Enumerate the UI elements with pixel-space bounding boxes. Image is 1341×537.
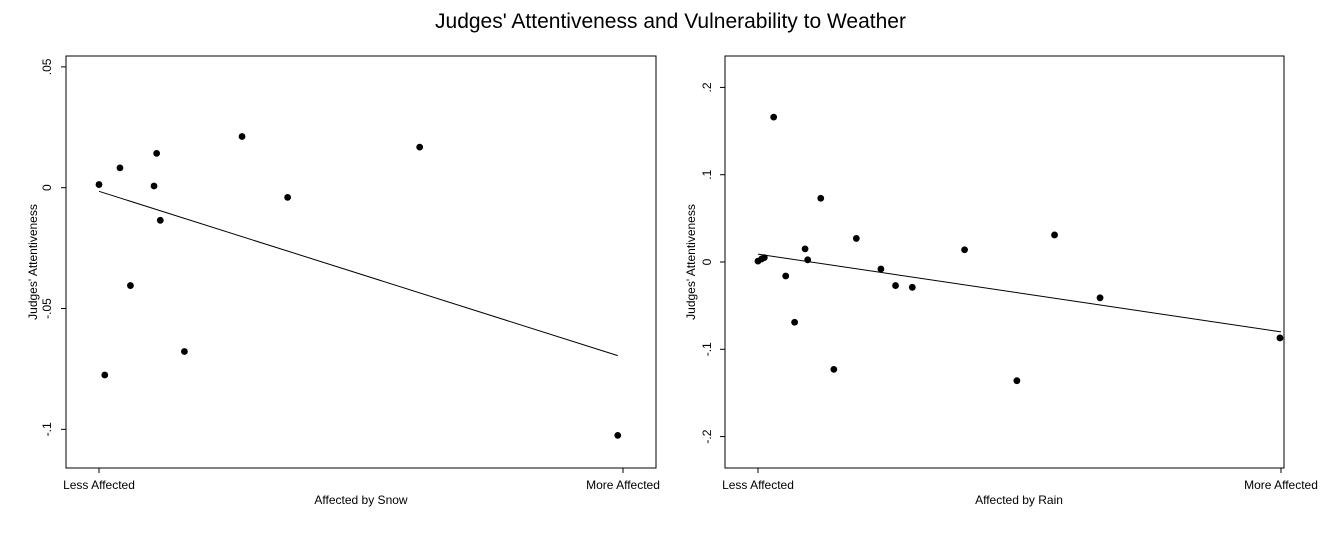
data-point: [877, 265, 885, 273]
y-tick-label: -.05: [40, 298, 54, 319]
data-point: [908, 283, 916, 291]
data-point: [791, 318, 799, 326]
data-point: [116, 164, 124, 172]
data-point: [961, 246, 968, 254]
y-axis-label: Judges' Attentiveness: [26, 204, 40, 320]
x-tick-label: More Affected: [1244, 478, 1318, 492]
data-point: [416, 143, 424, 151]
data-point: [127, 282, 134, 289]
data-point: [1013, 377, 1021, 385]
y-tick-label: -.2: [700, 429, 714, 443]
data-point: [782, 272, 790, 280]
data-point: [760, 254, 768, 262]
data-point: [817, 194, 825, 202]
data-point: [1096, 294, 1104, 302]
x-axis-label: Affected by Rain: [975, 493, 1063, 507]
data-point: [1051, 231, 1058, 239]
scatter-panel-2: -.2 -.1 0 .1 .2 Less Affected More Affected Aff…: [684, 55, 1318, 507]
plot-frame: [65, 55, 657, 469]
data-point: [852, 235, 860, 242]
data-point: [801, 245, 809, 253]
chart-title: Judges' Attentiveness and Vulnerability …: [435, 10, 906, 33]
x-axis-label: Affected by Snow: [314, 493, 408, 507]
y-tick-label: -.1: [700, 342, 714, 356]
y-tick-label: .2: [700, 82, 714, 92]
data-point: [156, 216, 164, 224]
data-point: [153, 149, 161, 157]
y-axis-label: Judges' Attentiveness: [684, 204, 698, 320]
data-point: [95, 181, 103, 188]
data-point: [150, 182, 158, 190]
data-point: [181, 348, 188, 355]
data-point: [804, 256, 812, 264]
fit-line: [757, 253, 1282, 333]
data-point: [614, 431, 622, 439]
data-point: [238, 133, 246, 140]
fit-line: [98, 190, 618, 357]
x-tick-label: Less Affected: [722, 478, 794, 492]
y-tick-label: -.1: [40, 422, 54, 436]
data-point: [830, 365, 838, 373]
x-tick-label: More Affected: [586, 478, 660, 492]
y-tick-label: .05: [40, 58, 54, 75]
data-point: [770, 113, 778, 121]
y-tick-label: 0: [700, 258, 714, 265]
data-point: [892, 282, 899, 289]
x-tick-label: Less Affected: [63, 478, 135, 492]
data-point: [101, 371, 109, 379]
data-point: [284, 193, 292, 201]
scatter-panel-1: -.1 -.05 0 .05 Less Affected More Affected Aff…: [26, 55, 660, 507]
y-tick-label: 0: [40, 184, 54, 191]
y-tick-label: .1: [700, 169, 714, 179]
data-point: [1276, 334, 1284, 342]
